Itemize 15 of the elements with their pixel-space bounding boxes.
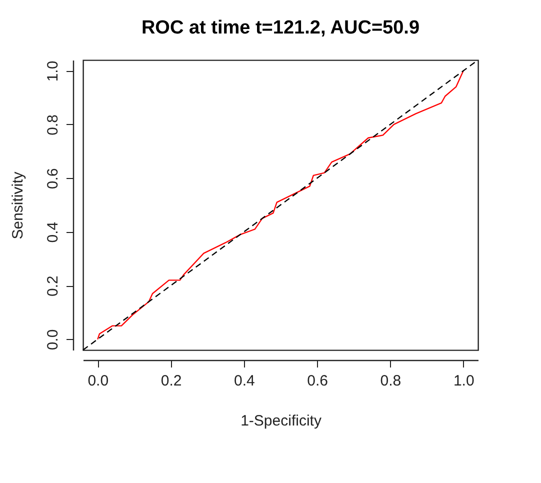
y-tick-label: 0.8 xyxy=(44,114,62,136)
x-tick-label: 0.2 xyxy=(160,372,182,390)
x-axis-title: 1-Specificity xyxy=(240,412,322,430)
y-tick-label: 0.4 xyxy=(44,222,62,243)
x-tick-label: 1.0 xyxy=(453,372,474,390)
y-tick-label: 0.0 xyxy=(44,329,62,350)
y-tick-label: 0.6 xyxy=(44,168,62,190)
y-tick-label: 0.2 xyxy=(44,276,62,296)
y-axis-title: Sensitivity xyxy=(10,171,26,240)
chart-title: ROC at time t=121.2, AUC=50.9 xyxy=(141,17,420,38)
x-tick-label: 0.6 xyxy=(307,372,328,390)
x-tick-label: 0.4 xyxy=(234,372,255,390)
y-tick-label: 1.0 xyxy=(44,60,62,82)
x-tick-label: 0.0 xyxy=(88,372,109,390)
x-tick-label: 0.8 xyxy=(380,372,402,390)
